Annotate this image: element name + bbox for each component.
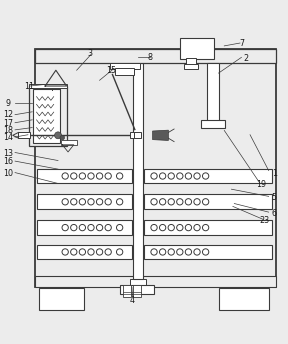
Circle shape: [55, 132, 61, 139]
Text: 18: 18: [3, 126, 13, 135]
Bar: [35, 49, 276, 63]
Bar: [133, 285, 141, 297]
Circle shape: [60, 135, 65, 140]
Bar: [29, 84, 67, 88]
Polygon shape: [153, 130, 168, 140]
Bar: [37, 169, 132, 183]
Bar: [201, 120, 225, 128]
Text: 3: 3: [87, 49, 92, 57]
Bar: [144, 220, 272, 235]
Bar: [184, 64, 198, 69]
Bar: [207, 63, 219, 122]
Bar: [144, 194, 272, 209]
Bar: [29, 86, 67, 146]
Bar: [144, 245, 272, 259]
Text: 23: 23: [259, 216, 270, 225]
Bar: [144, 169, 272, 183]
Bar: [18, 132, 30, 138]
Text: 17: 17: [3, 119, 13, 128]
Text: 13: 13: [3, 149, 13, 158]
Bar: [120, 286, 154, 293]
Text: 16: 16: [3, 158, 13, 166]
Text: 15: 15: [106, 66, 116, 75]
Bar: [115, 68, 134, 75]
Bar: [219, 288, 269, 310]
Bar: [130, 132, 135, 138]
Bar: [39, 288, 84, 310]
Text: 4: 4: [130, 296, 135, 305]
Bar: [186, 58, 196, 65]
Text: 10: 10: [3, 169, 13, 178]
Bar: [110, 63, 140, 69]
Text: 9: 9: [5, 99, 10, 108]
Text: 14: 14: [3, 133, 13, 142]
Text: 5: 5: [272, 193, 277, 202]
Text: 8: 8: [147, 53, 152, 62]
Text: 6: 6: [272, 209, 277, 218]
Text: 19: 19: [256, 180, 267, 190]
Bar: [132, 58, 143, 279]
Text: 2: 2: [243, 54, 248, 63]
Text: 7: 7: [239, 39, 244, 47]
Bar: [35, 276, 276, 287]
Bar: [61, 140, 77, 145]
Bar: [37, 194, 132, 209]
Bar: [134, 132, 141, 138]
Bar: [37, 220, 132, 235]
Bar: [35, 49, 276, 287]
Bar: [180, 38, 214, 59]
Bar: [33, 89, 60, 143]
Text: 1: 1: [272, 169, 277, 178]
Bar: [123, 285, 131, 297]
Bar: [37, 245, 132, 259]
Text: 12: 12: [3, 110, 13, 119]
Bar: [130, 279, 146, 287]
Text: 11: 11: [24, 82, 34, 90]
